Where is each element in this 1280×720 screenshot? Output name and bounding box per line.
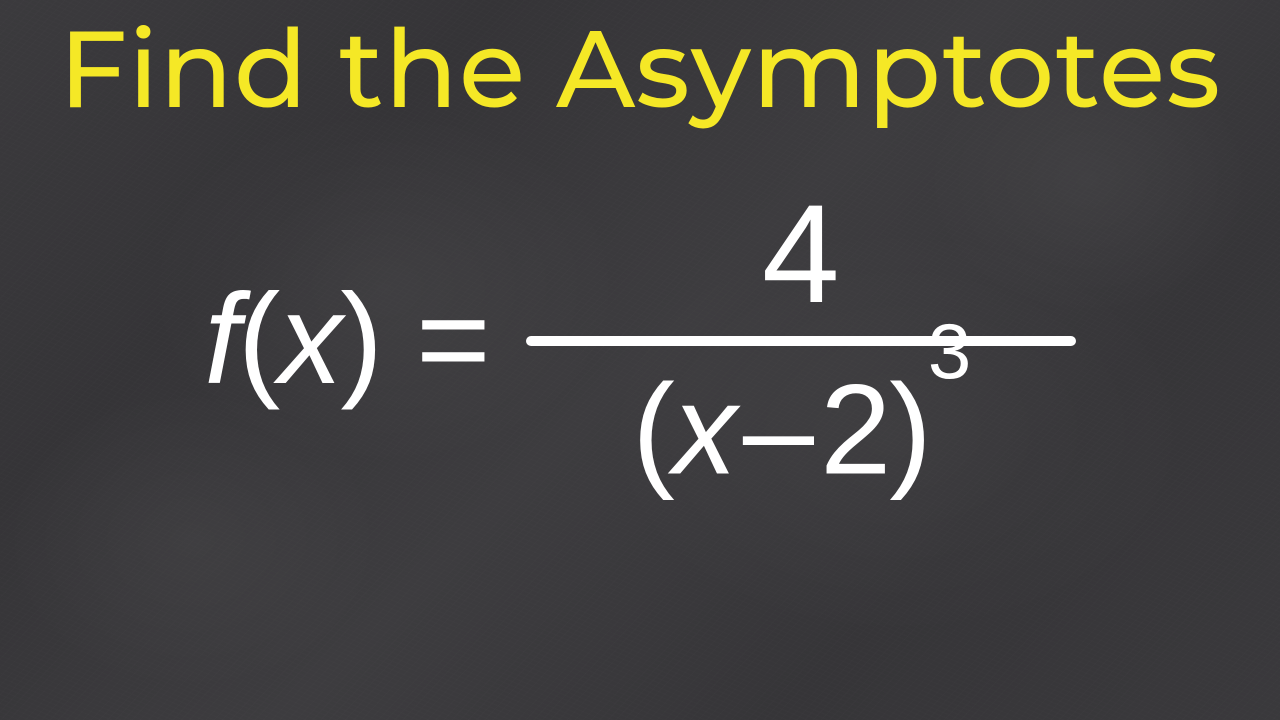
equals-sign: =	[416, 266, 491, 413]
function-name: f	[204, 268, 238, 411]
fraction-bar	[526, 336, 1076, 346]
numerator: 4	[762, 184, 840, 336]
title-heading: Find the Asymptotes	[59, 10, 1221, 129]
denom-open-paren: (	[632, 358, 673, 501]
denom-variable: x	[673, 358, 735, 501]
minus-operator: –	[743, 358, 812, 501]
open-paren: (	[238, 268, 279, 411]
fraction: 4 (x–2)3	[526, 184, 1076, 495]
denom-constant: 2	[820, 358, 889, 501]
equation-lhs: f(x)	[204, 266, 381, 413]
denominator: (x–2)3	[632, 346, 969, 495]
denom-close-paren: )	[889, 358, 930, 501]
close-paren: )	[340, 268, 381, 411]
equation-container: f(x) = 4 (x–2)3	[204, 184, 1076, 495]
chalkboard-background: Find the Asymptotes f(x) = 4 (x–2)3	[0, 0, 1280, 720]
exponent: 3	[928, 307, 969, 395]
lhs-variable: x	[278, 268, 340, 411]
